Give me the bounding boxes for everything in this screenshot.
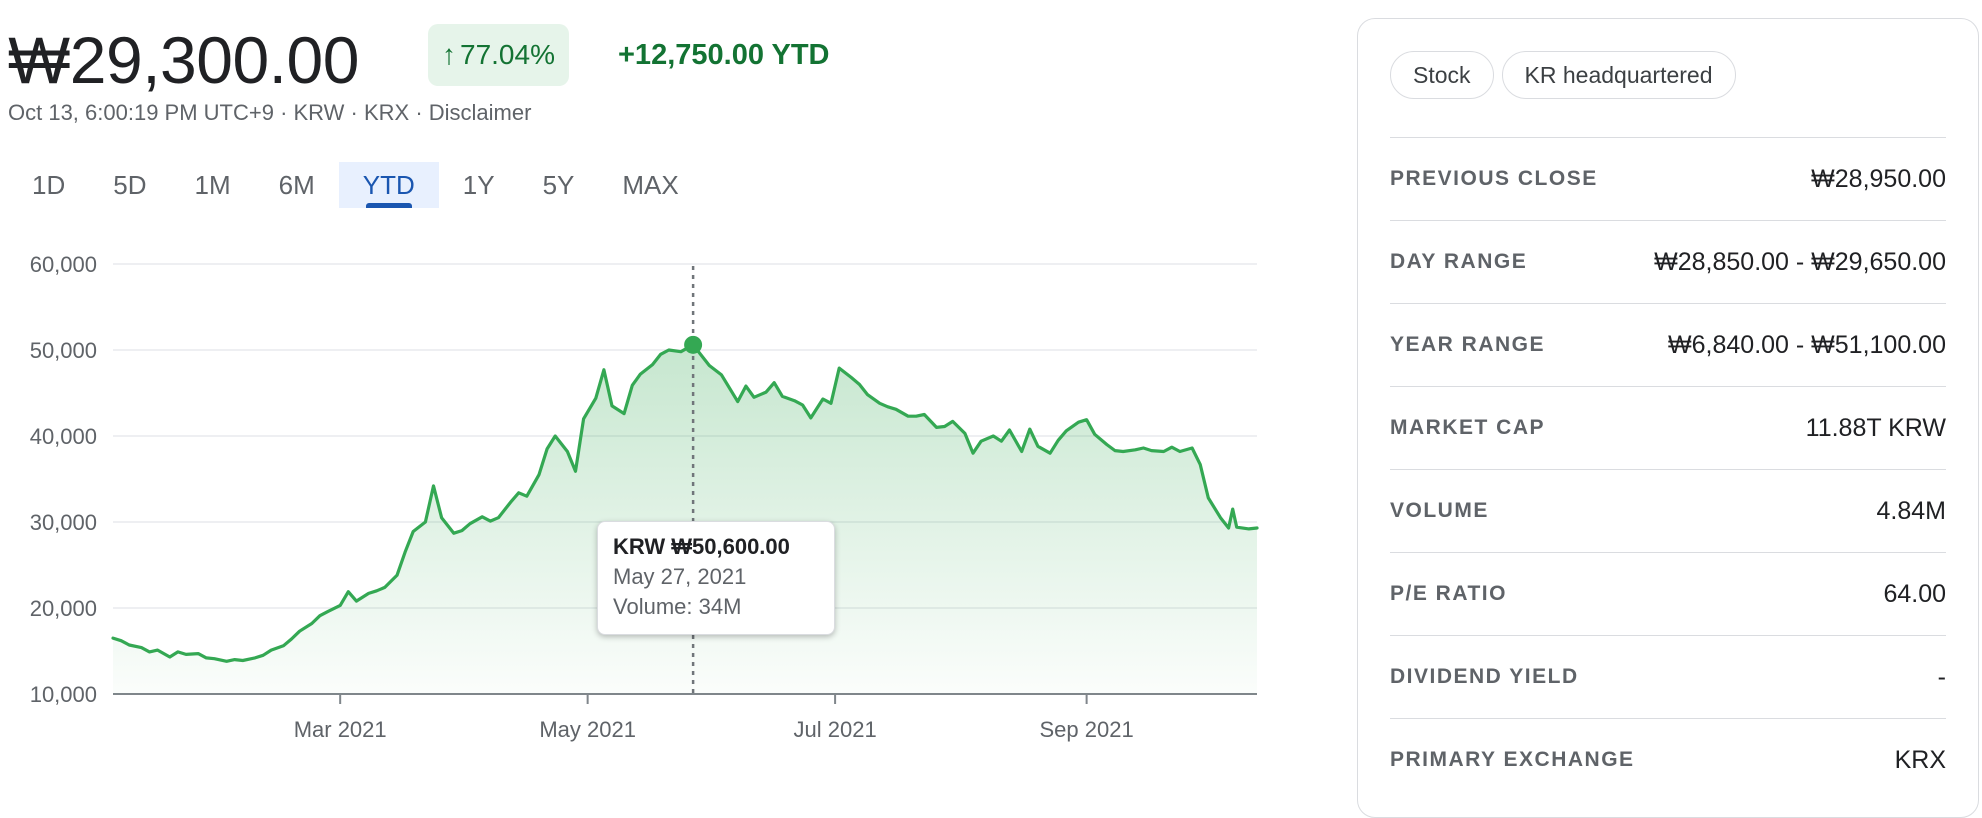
quote-meta: Oct 13, 6:00:19 PM UTC+9 · KRW · KRX · D… xyxy=(8,100,532,125)
stat-value: 11.88T KRW xyxy=(1805,413,1946,442)
stat-label: PRIMARY EXCHANGE xyxy=(1390,748,1635,771)
change-percent: 77.04% xyxy=(460,39,555,70)
tab-ytd[interactable]: YTD xyxy=(338,162,439,208)
tab-5d[interactable]: 5D xyxy=(89,162,170,208)
tab-1d[interactable]: 1D xyxy=(8,162,89,208)
stat-year-range: YEAR RANGE ₩6,840.00 - ₩51,100.00 xyxy=(1390,303,1946,386)
stat-value: ₩6,840.00 - ₩51,100.00 xyxy=(1668,330,1946,359)
arrow-up-icon: ↑ xyxy=(442,39,456,70)
tab-label: 5D xyxy=(113,169,147,200)
stat-market-cap: MARKET CAP 11.88T KRW xyxy=(1390,386,1946,469)
y-tick-label: 50,000 xyxy=(30,338,97,363)
price-chart[interactable]: 10,000 20,000 30,000 40,000 50,000 60,000 Mar… xyxy=(0,240,1270,760)
tab-5y[interactable]: 5Y xyxy=(519,162,599,208)
change-percent-badge: ↑ 77.04% xyxy=(428,24,569,86)
x-tick-label: Mar 2021 xyxy=(294,717,387,742)
chart-tooltip: KRW ₩50,600.00 May 27, 2021 Volume: 34M xyxy=(597,521,835,635)
tab-label: 1D xyxy=(32,169,66,200)
price-line xyxy=(111,343,1259,663)
tooltip-volume: Volume: 34M xyxy=(613,594,742,619)
y-tick-label: 30,000 xyxy=(30,510,97,535)
stat-previous-close: PREVIOUS CLOSE ₩28,950.00 xyxy=(1390,137,1946,220)
tab-1m[interactable]: 1M xyxy=(171,162,255,208)
tab-1y[interactable]: 1Y xyxy=(439,162,519,208)
y-tick-label: 20,000 xyxy=(30,596,97,621)
ytd-change: +12,750.00 YTD xyxy=(618,38,830,71)
tab-label: 6M xyxy=(278,169,315,200)
stat-pe-ratio: P/E RATIO 64.00 xyxy=(1390,552,1946,635)
stat-label: MARKET CAP xyxy=(1390,416,1545,439)
tag-stock[interactable]: Stock xyxy=(1390,51,1494,99)
tag-kr-headquartered[interactable]: KR headquartered xyxy=(1501,51,1736,99)
time-range-tabs: 1D 5D 1M 6M YTD 1Y 5Y MAX xyxy=(8,162,703,208)
tag-chips: Stock KR headquartered xyxy=(1390,51,1736,99)
tooltip-price: KRW ₩50,600.00 xyxy=(613,534,790,559)
tab-label: 1M xyxy=(194,169,231,200)
x-tick-label: Jul 2021 xyxy=(794,717,877,742)
y-tick-label: 40,000 xyxy=(30,424,97,449)
stat-label: PREVIOUS CLOSE xyxy=(1390,167,1598,190)
tooltip-date: May 27, 2021 xyxy=(613,564,747,589)
stat-value: ₩28,950.00 xyxy=(1811,164,1946,193)
stat-primary-exchange: PRIMARY EXCHANGE KRX xyxy=(1390,718,1946,801)
tab-label: 5Y xyxy=(542,169,575,200)
tab-max[interactable]: MAX xyxy=(598,162,702,208)
tab-label: MAX xyxy=(622,169,679,200)
stats-list: PREVIOUS CLOSE ₩28,950.00 DAY RANGE ₩28,… xyxy=(1390,137,1946,801)
x-axis: Mar 2021 May 2021 Jul 2021 Sep 2021 xyxy=(294,694,1134,742)
stat-dividend-yield: DIVIDEND YIELD - xyxy=(1390,635,1946,718)
x-tick-label: May 2021 xyxy=(539,717,636,742)
stat-value: ₩28,850.00 - ₩29,650.00 xyxy=(1654,247,1946,276)
y-axis-labels: 10,000 20,000 30,000 40,000 50,000 60,000 xyxy=(30,252,97,707)
stat-label: DAY RANGE xyxy=(1390,250,1528,273)
tab-label: 1Y xyxy=(462,169,495,200)
stat-volume: VOLUME 4.84M xyxy=(1390,469,1946,552)
y-tick-label: 60,000 xyxy=(30,252,97,277)
stat-label: DIVIDEND YIELD xyxy=(1390,665,1579,688)
x-tick-label: Sep 2021 xyxy=(1040,717,1134,742)
hover-point-marker xyxy=(684,335,703,354)
active-tab-indicator xyxy=(365,203,412,208)
stat-label: VOLUME xyxy=(1390,499,1489,522)
stat-value: KRX xyxy=(1894,745,1946,774)
tab-label: YTD xyxy=(362,169,415,200)
stat-value: - xyxy=(1937,662,1946,691)
stat-label: YEAR RANGE xyxy=(1390,333,1546,356)
current-price: ₩29,300.00 xyxy=(8,23,359,97)
key-stats-card: Stock KR headquartered PREVIOUS CLOSE ₩2… xyxy=(1357,18,1979,818)
quote-header: ₩29,300.00 ↑ 77.04% +12,750.00 YTD Oct 1… xyxy=(8,18,1308,133)
y-tick-label: 10,000 xyxy=(30,682,97,707)
stat-day-range: DAY RANGE ₩28,850.00 - ₩29,650.00 xyxy=(1390,220,1946,303)
stat-label: P/E RATIO xyxy=(1390,582,1507,605)
stat-value: 4.84M xyxy=(1876,496,1946,525)
price-area-fill xyxy=(113,344,1257,694)
stat-value: 64.00 xyxy=(1883,579,1946,608)
tab-6m[interactable]: 6M xyxy=(255,162,339,208)
